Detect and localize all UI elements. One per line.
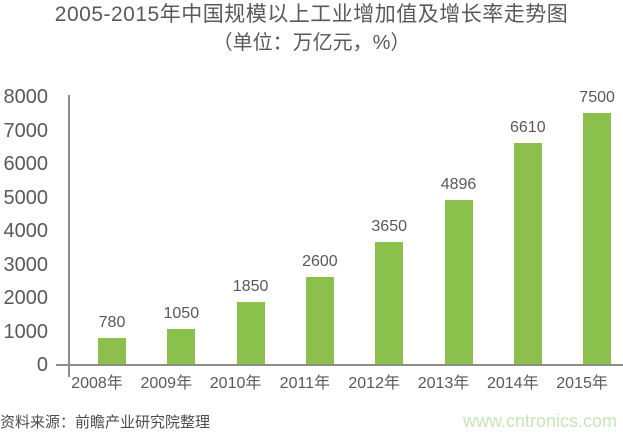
x-axis-label: 2010年 <box>209 375 262 392</box>
x-axis-line <box>56 364 623 366</box>
chart-subtitle: （单位：万亿元，%） <box>212 32 411 54</box>
bar <box>236 302 265 364</box>
y-axis-line <box>68 95 70 377</box>
x-axis-label: 2009年 <box>140 375 193 392</box>
bar-value-label: 6610 <box>510 119 546 136</box>
y-axis-label: 3000 <box>3 253 49 276</box>
x-axis-label: 2014年 <box>486 375 539 392</box>
bar-value-label: 3650 <box>371 218 407 235</box>
x-axis-label: 2012年 <box>348 375 400 392</box>
x-axis-label: 2013年 <box>417 375 470 392</box>
bar <box>98 338 126 364</box>
y-axis-label: 6000 <box>3 153 49 175</box>
y-axis-label: 1000 <box>3 320 49 343</box>
y-axis-label: 4000 <box>3 220 49 242</box>
x-axis-label: 2011年 <box>279 375 331 392</box>
y-axis-label: 5000 <box>3 186 49 209</box>
y-axis-label: 2000 <box>3 287 49 309</box>
bar-value-label: 780 <box>98 314 126 331</box>
chart-title: 2005-2015年中国规模以上工业增加值及增长率走势图 <box>54 3 569 26</box>
x-axis-label: 2008年 <box>71 375 123 392</box>
y-axis-label: 7000 <box>3 119 49 142</box>
bar <box>375 242 404 364</box>
bar-value-label: 7500 <box>579 89 615 106</box>
bar <box>513 143 542 364</box>
watermark-text: www.cntronics.com <box>462 411 617 431</box>
y-axis-label: 8000 <box>3 86 49 108</box>
bar <box>444 200 473 364</box>
bar-value-label: 1850 <box>232 278 269 295</box>
y-axis-label: 0 <box>36 354 48 376</box>
bar-value-label: 1050 <box>163 305 200 322</box>
bar <box>167 329 196 364</box>
bar-value-label: 4896 <box>440 176 477 193</box>
bar-value-label: 2600 <box>302 253 338 270</box>
source-note: 资料来源：前瞻产业研究院整理 <box>0 414 211 431</box>
bar <box>583 113 612 364</box>
x-axis-label: 2015年 <box>556 375 608 392</box>
bar <box>305 277 334 364</box>
